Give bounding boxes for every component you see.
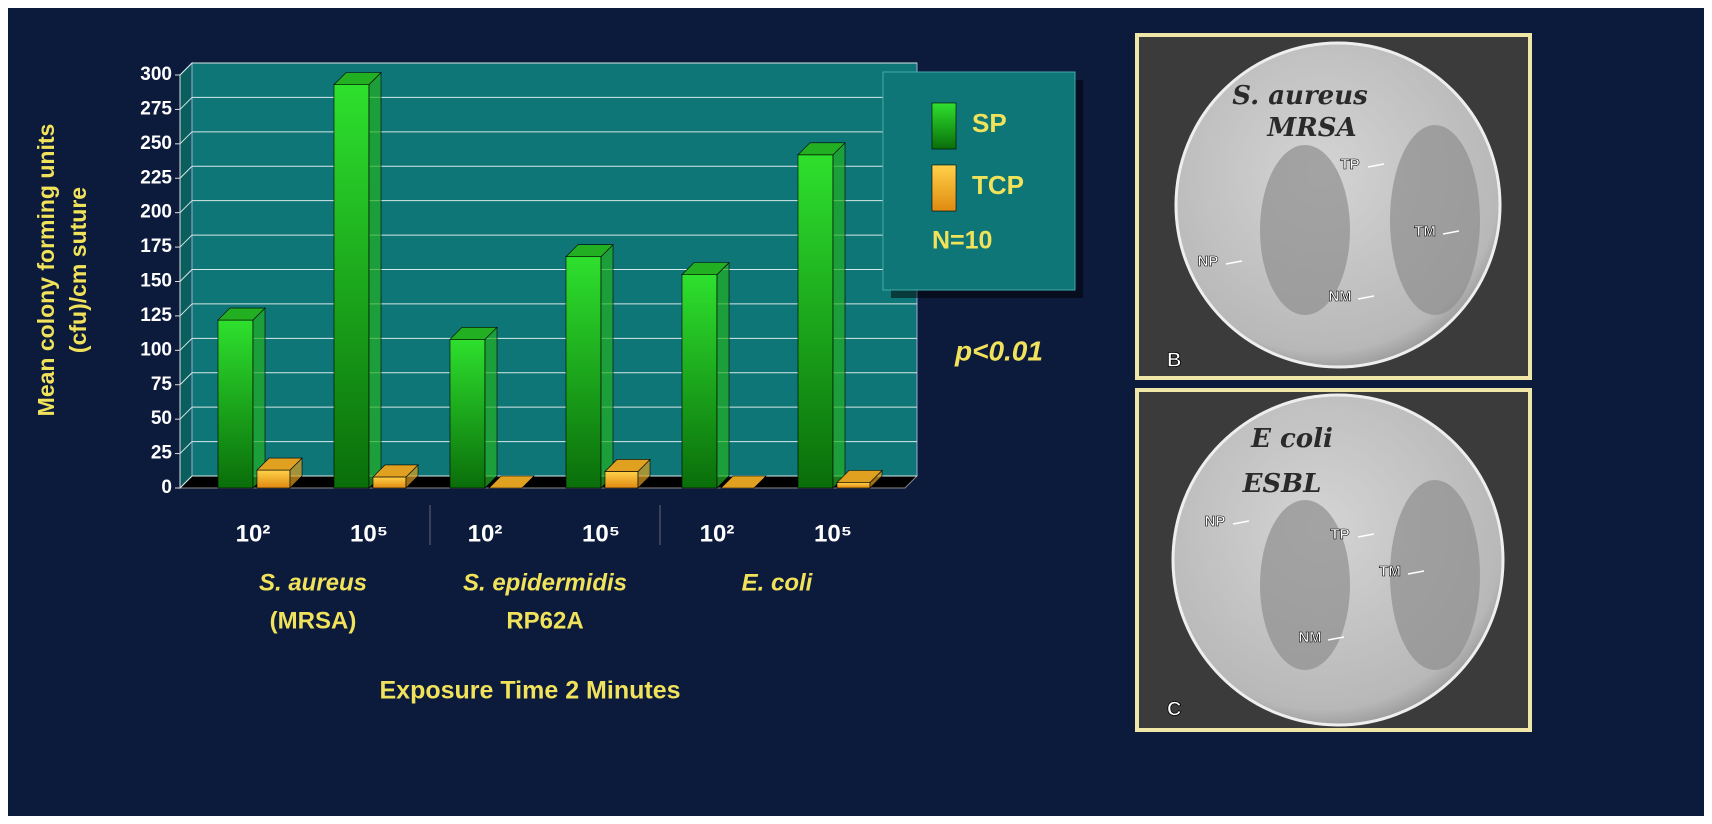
y-tick-label: 0 [161,477,172,498]
bar-side [485,327,497,488]
slide: 0 25 50 75 100 125 150 175 200 225 250 275 300 Mean c… [0,0,1712,824]
photo-marker: NP [1198,253,1219,270]
bar-side [253,308,265,488]
bar [798,155,833,488]
y-tick-label: 75 [151,374,173,395]
y-tick-label: 25 [151,443,173,464]
photo-marker: TM [1414,223,1436,240]
bar-side [601,245,613,488]
legend-label: SP [972,108,1007,138]
photo-marker: NM [1328,288,1351,305]
y-tick-label: 125 [140,305,172,326]
legend-label: TCP [972,170,1024,200]
group-sublabel: RP62A [506,607,583,634]
x-tick-label: 10⁵ [814,520,852,547]
handwriting: MRSA [1266,113,1356,143]
bar [837,482,870,488]
y-tick-label: 50 [151,408,172,429]
bar-side [833,143,845,488]
inhibition-zone [1390,125,1480,315]
bar [373,477,406,488]
x-tick-label: 10² [468,520,503,547]
legend-note: N=10 [932,227,992,255]
x-tick-label: 10² [236,520,271,547]
group-label: S. epidermidis [463,569,627,596]
group-label: S. aureus [259,569,367,596]
panel-label: C [1167,698,1181,720]
y-axis-label: Mean colony forming units [33,124,59,417]
bar [682,275,717,488]
annotation: p<0.01 [954,335,1043,366]
handwriting: S. aureus [1232,81,1368,111]
bar [450,339,485,488]
photo-marker: NP [1205,513,1226,530]
bar [334,85,369,488]
legend-swatch [932,165,956,211]
y-axis-label: (cfu)/cm suture [65,187,91,353]
bar-side [717,263,729,488]
y-tick-label: 150 [140,271,172,292]
photo-marker: TP [1340,156,1359,173]
photo-marker: NM [1298,629,1321,646]
x-tick-label: 10² [700,520,735,547]
photo-marker: TM [1379,563,1401,580]
bar [218,320,253,488]
bar-side [369,73,381,488]
bar [605,471,638,488]
legend-swatch [932,103,956,149]
y-tick-label: 200 [140,202,172,223]
handwriting: E coli [1250,424,1333,454]
x-tick-label: 10⁵ [582,520,620,547]
bar [566,257,601,488]
inhibition-zone [1390,480,1480,670]
bar [257,470,290,488]
y-tick-label: 300 [140,64,172,85]
y-tick-label: 175 [140,236,172,257]
panel-label: B [1167,349,1181,371]
group-label: E. coli [742,569,814,596]
y-tick-label: 100 [140,339,172,360]
photo-panel: E coli ESBL NP TP NM TM C [1137,390,1530,730]
group-sublabel: (MRSA) [270,607,357,634]
x-tick-label: 10⁵ [350,520,388,547]
handwriting: ESBL [1242,469,1322,499]
y-tick-label: 250 [140,133,172,154]
y-tick-label: 275 [140,98,172,119]
x-axis-label: Exposure Time 2 Minutes [379,677,680,705]
photo-marker: TP [1330,526,1349,543]
y-tick-label: 225 [140,167,172,188]
